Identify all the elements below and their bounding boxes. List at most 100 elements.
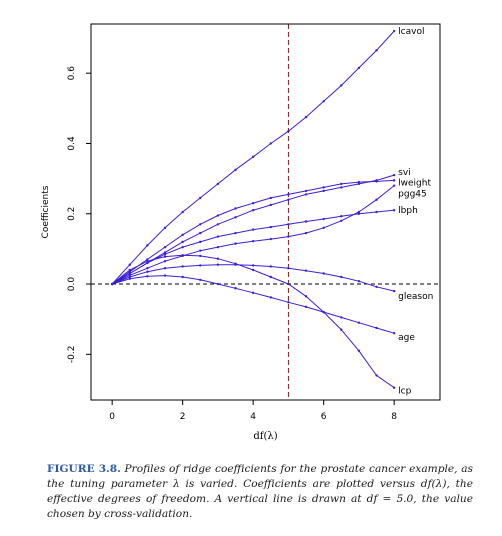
- series-point-lweight: [199, 223, 202, 226]
- x-tick-label: 4: [250, 412, 256, 422]
- series-point-lcp: [357, 349, 361, 353]
- series-label-age: age: [398, 333, 415, 343]
- series-point-lcavol: [392, 29, 396, 33]
- series-point-lcp: [234, 262, 237, 265]
- series-point-lweight: [340, 182, 343, 186]
- series-point-gleason: [163, 267, 167, 270]
- series-point-age: [163, 274, 167, 277]
- series-point-lbph: [234, 231, 237, 235]
- series-point-lcavol: [304, 115, 308, 119]
- x-tick-label: 6: [321, 412, 327, 422]
- series-point-pgg45: [392, 184, 396, 187]
- series-point-lcp: [181, 254, 184, 257]
- series-point-lbph: [216, 235, 220, 238]
- series-point-pgg45: [357, 210, 361, 214]
- series-point-lweight: [322, 186, 325, 189]
- series-point-lweight: [304, 189, 308, 193]
- series-point-pgg45: [199, 249, 202, 252]
- series-point-lweight: [234, 207, 237, 210]
- series-label-lcavol: lcavol: [398, 27, 424, 37]
- series-point-lcavol: [216, 182, 220, 186]
- series-point-lbph: [181, 245, 184, 249]
- series-line-lcp: [111, 254, 395, 389]
- series-point-lweight: [392, 179, 396, 182]
- series-label-pgg45: pgg45: [398, 190, 427, 200]
- series-point-lcavol: [287, 129, 290, 133]
- series-point-gleason: [357, 280, 361, 283]
- series-point-pgg45: [216, 245, 220, 249]
- series-point-lcp: [146, 259, 149, 263]
- series-point-pgg45: [234, 242, 237, 245]
- series-point-lbph: [357, 212, 361, 215]
- series-label-svi: svi: [398, 168, 411, 178]
- series-point-lbph: [322, 217, 325, 221]
- series-point-lweight: [251, 202, 255, 205]
- series-point-lbph: [146, 261, 149, 265]
- series-line-lbph: [111, 209, 395, 285]
- caption-text: Profiles of ridge coefficients for the p…: [47, 463, 473, 520]
- series-point-lbph: [251, 228, 255, 231]
- series-point-lcp: [216, 257, 220, 260]
- series-point-age: [375, 326, 378, 330]
- series-point-lweight: [357, 180, 361, 184]
- series-point-gleason: [392, 289, 396, 293]
- x-tick-label: 8: [391, 412, 397, 422]
- series-point-lcavol: [163, 226, 167, 230]
- series-point-age: [269, 296, 272, 299]
- series-point-lcp: [110, 282, 114, 286]
- y-tick-label: 0.2: [67, 207, 77, 221]
- series-point-gleason: [146, 270, 149, 273]
- series-point-svi: [287, 198, 290, 201]
- series-point-lcavol: [340, 84, 343, 87]
- series-point-svi: [199, 231, 202, 235]
- series-point-pgg45: [287, 235, 290, 238]
- y-tick-label: 0.6: [67, 66, 77, 81]
- caption-label: FIGURE 3.8.: [47, 463, 121, 475]
- series-point-lcp: [304, 295, 308, 298]
- series-point-pgg45: [304, 231, 308, 235]
- series-point-age: [199, 278, 202, 282]
- series-point-lcp: [199, 254, 202, 258]
- series-point-lcavol: [269, 142, 272, 145]
- series-point-gleason: [304, 269, 308, 272]
- series-point-lweight: [181, 233, 184, 237]
- series-point-lbph: [375, 210, 378, 214]
- series-point-lcavol: [357, 66, 361, 70]
- series-point-lbph: [163, 252, 167, 256]
- series-point-lbph: [199, 240, 202, 244]
- series-point-lcp: [340, 328, 343, 331]
- series-point-svi: [304, 193, 308, 196]
- series-point-lcp: [287, 282, 290, 286]
- series-point-svi: [322, 189, 325, 193]
- series-label-lbph: lbph: [398, 206, 418, 216]
- series-point-lbph: [269, 225, 272, 229]
- series-point-lbph: [287, 223, 290, 226]
- series-point-pgg45: [340, 219, 343, 222]
- series-label-lweight: lweight: [398, 178, 431, 188]
- series-point-gleason: [251, 264, 255, 267]
- series-point-pgg45: [146, 267, 149, 270]
- series-point-lcavol: [181, 210, 184, 214]
- series-point-age: [304, 305, 308, 309]
- series-point-lcavol: [375, 49, 378, 52]
- series-point-gleason: [128, 275, 131, 279]
- series-point-svi: [163, 251, 167, 254]
- series-point-age: [251, 291, 255, 295]
- series-point-age: [392, 332, 396, 335]
- series-point-lcavol: [234, 168, 237, 172]
- series-point-svi: [181, 240, 184, 244]
- series-point-lweight: [163, 245, 167, 249]
- series-point-svi: [340, 186, 343, 189]
- series-point-age: [146, 275, 149, 278]
- series-point-pgg45: [269, 237, 272, 241]
- figure-caption: FIGURE 3.8. Profiles of ridge coefficien…: [47, 462, 473, 522]
- series-point-lcp: [322, 310, 325, 314]
- series-point-lcavol: [199, 196, 202, 200]
- series-point-age: [357, 321, 361, 324]
- y-tick-label: -0.2: [67, 346, 77, 364]
- series-point-age: [234, 287, 237, 290]
- series-point-svi: [234, 216, 237, 219]
- plot-frame: [90, 23, 441, 401]
- series-point-pgg45: [163, 259, 167, 263]
